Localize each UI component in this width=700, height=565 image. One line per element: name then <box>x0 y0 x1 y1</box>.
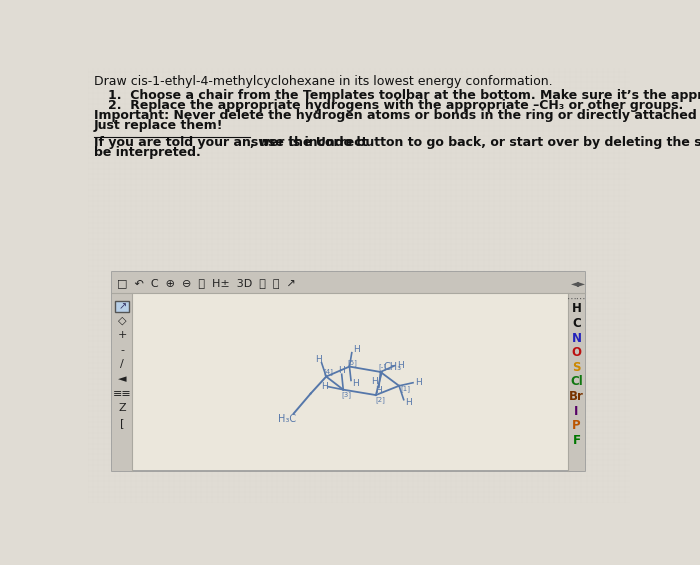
Bar <box>116 301 130 312</box>
Text: C: C <box>572 317 581 330</box>
Text: I: I <box>574 405 579 418</box>
Text: [3]: [3] <box>341 392 351 398</box>
Bar <box>112 293 132 471</box>
Text: N: N <box>571 332 582 345</box>
Text: H: H <box>405 398 412 407</box>
Text: H: H <box>397 360 403 370</box>
Bar <box>112 272 585 471</box>
Text: H: H <box>375 386 382 395</box>
Text: H: H <box>354 345 360 354</box>
Text: [2]: [2] <box>375 396 385 403</box>
Text: Br: Br <box>569 390 584 403</box>
Text: be interpreted.: be interpreted. <box>94 146 200 159</box>
Text: /: / <box>120 359 125 370</box>
Text: S: S <box>573 361 581 374</box>
Text: H: H <box>572 302 582 315</box>
Text: 2.  Replace the appropriate hydrogens with the appropriate –CH₃ or other groups.: 2. Replace the appropriate hydrogens wit… <box>108 99 683 112</box>
Text: If you are told your answer is incorrect: If you are told your answer is incorrect <box>94 136 368 149</box>
Text: , use the Undo button to go back, or start over by deleting the s: , use the Undo button to go back, or sta… <box>251 136 700 149</box>
Text: Important: Never delete the hydrogen atoms or bonds in the ring or directly atta: Important: Never delete the hydrogen ato… <box>94 110 700 123</box>
Text: H: H <box>321 382 328 391</box>
Text: O: O <box>571 346 582 359</box>
Text: Draw cis-1-ethyl-4-methylcyclohexane in its lowest energy conformation.: Draw cis-1-ethyl-4-methylcyclohexane in … <box>94 75 552 88</box>
Text: ◄: ◄ <box>118 374 127 384</box>
Text: Just replace them!: Just replace them! <box>94 119 223 132</box>
Text: ↗: ↗ <box>118 302 127 311</box>
Text: ◇: ◇ <box>118 315 127 325</box>
Text: -: - <box>120 345 125 355</box>
Text: [-]: [-] <box>378 363 386 370</box>
Text: H: H <box>415 378 422 387</box>
Text: [4]: [4] <box>323 368 333 375</box>
Text: [⁠: [⁠ <box>120 418 125 428</box>
Text: Z: Z <box>118 403 126 413</box>
Text: H: H <box>353 379 359 388</box>
Text: P: P <box>572 419 581 432</box>
Text: +: + <box>118 330 127 340</box>
Text: H₃C: H₃C <box>278 414 296 424</box>
Text: ≡≡: ≡≡ <box>113 389 132 398</box>
Text: H: H <box>338 366 344 375</box>
Text: H: H <box>371 377 378 386</box>
Text: ⋯⋯: ⋯⋯ <box>567 294 587 304</box>
Text: □  ↶  C  ⊕  ⊖  ⓪  H±  3D  ⓘ  ❓  ↗: □ ↶ C ⊕ ⊖ ⓪ H± 3D ⓘ ❓ ↗ <box>117 277 296 288</box>
Text: F: F <box>573 434 580 447</box>
Text: ◄►: ◄► <box>571 277 586 288</box>
Text: H: H <box>315 355 322 364</box>
Text: ↗: ↗ <box>118 301 127 311</box>
Bar <box>568 293 585 471</box>
Text: CH₃: CH₃ <box>384 362 402 372</box>
Bar <box>112 272 585 293</box>
Text: Cl: Cl <box>570 376 583 389</box>
Text: [1]: [1] <box>400 385 411 392</box>
Text: [5]: [5] <box>347 359 357 366</box>
Text: 1.  Choose a chair from the Templates toolbar at the bottom. Make sure it’s the : 1. Choose a chair from the Templates too… <box>108 89 700 102</box>
